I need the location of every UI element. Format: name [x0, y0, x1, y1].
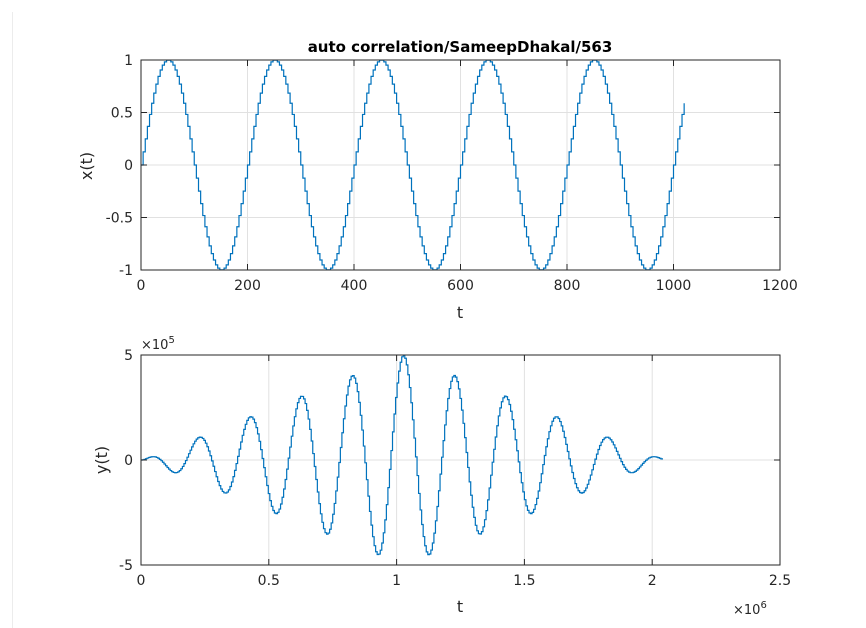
- bottom-y-tick-label: 5: [124, 348, 133, 364]
- top-x-tick-label: 200: [234, 278, 261, 294]
- top-x-axis-label: t: [457, 303, 463, 322]
- top-x-tick-label: 400: [341, 278, 368, 294]
- top-y-tick-label: 0.5: [111, 106, 133, 122]
- figure-frame: [12, 12, 855, 628]
- top-x-tick-label: 1000: [656, 278, 692, 294]
- bottom-x-exponent: ×106: [733, 600, 767, 618]
- bottom-y-tick-label: 0: [124, 453, 133, 469]
- bottom-x-tick-label: 1: [392, 573, 401, 589]
- top-y-tick-label: -0.5: [106, 211, 133, 227]
- bottom-ticks: 0 0.5 1 1.5 2 2.5-505: [119, 348, 791, 589]
- bottom-x-tick-label: 0: [137, 573, 146, 589]
- bottom-grid: [141, 355, 780, 565]
- top-axes: 0 200 400 600 800 1000 1200 -1 -0.5 0 0.5 1 auto co…: [77, 38, 798, 322]
- bottom-y-axis-label: y(t): [92, 446, 111, 474]
- bottom-y-exponent: ×105: [141, 335, 175, 353]
- top-chart-title: auto correlation/SameepDhakal/563: [308, 38, 613, 56]
- bottom-series-y-of-t: [141, 354, 664, 556]
- bottom-x-tick-label: 0.5: [258, 573, 280, 589]
- top-y-tick-label: 0: [124, 158, 133, 174]
- top-ticks: 0 200 400 600 800 1000 1200 -1 -0.5 0 0.5 1: [106, 53, 798, 294]
- bottom-x-tick-label: 2: [648, 573, 657, 589]
- top-x-tick-label: 0: [137, 278, 146, 294]
- top-y-tick-label: 1: [124, 53, 133, 69]
- top-y-tick-label: -1: [119, 263, 133, 279]
- bottom-axes: 0 0.5 1 1.5 2 2.5-505 t y(t) ×105 ×106: [92, 335, 791, 618]
- top-x-tick-label: 1200: [762, 278, 798, 294]
- bottom-x-tick-label: 1.5: [513, 573, 535, 589]
- bottom-series-line: [141, 354, 664, 556]
- bottom-x-axis-label: t: [457, 597, 463, 616]
- top-x-tick-label: 800: [554, 278, 581, 294]
- top-x-tick-label: 600: [447, 278, 474, 294]
- top-y-axis-label: x(t): [77, 152, 96, 180]
- bottom-x-tick-label: 2.5: [769, 573, 791, 589]
- bottom-y-tick-label: -5: [119, 558, 133, 574]
